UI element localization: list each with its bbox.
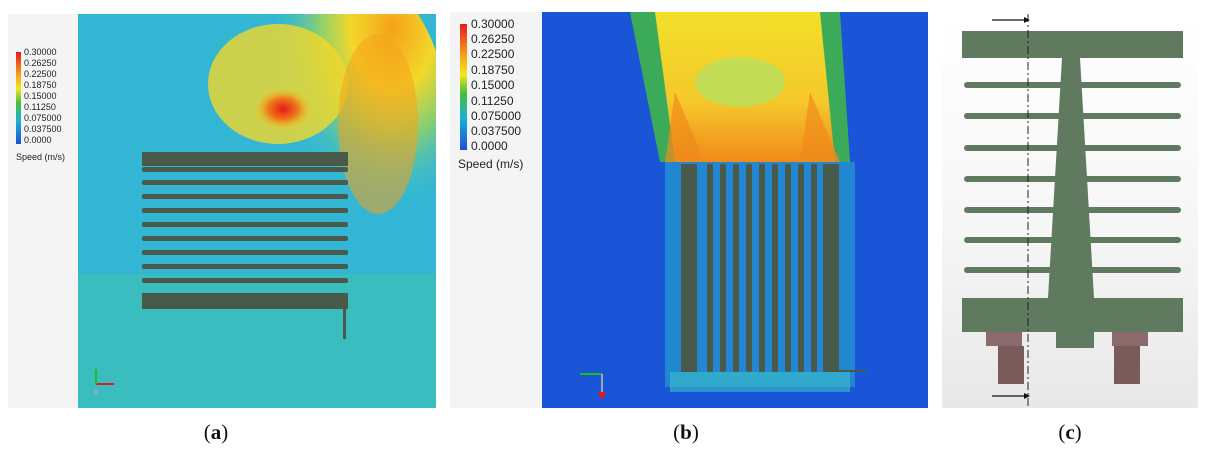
panel-b-heatsink (681, 164, 867, 372)
legend-b-value-5: 0.11250 (471, 94, 514, 108)
panel-b: 0.30000 0.26250 0.22500 0.18750 0.15000 … (450, 12, 928, 408)
panel-c-cad-section (942, 12, 1198, 408)
legend-b-title: Speed (m/s) (458, 157, 524, 171)
panel-a-flow-field (8, 0, 448, 408)
panel-b-legend-colorbar (460, 24, 467, 150)
section-arrow-top-icon (992, 17, 1030, 23)
panel-c (942, 12, 1198, 408)
legend-a-value-5: 0.11250 (24, 102, 56, 112)
legend-a-value-4: 0.15000 (24, 91, 57, 101)
legend-b-value-6: 0.075000 (471, 109, 522, 123)
legend-b-value-8: 0.0000 (471, 139, 508, 153)
legend-b-value-1: 0.26250 (471, 32, 515, 46)
legend-a-value-8: 0.0000 (24, 135, 52, 145)
panel-b-flow-field (450, 12, 928, 408)
caption-c-letter: c (1065, 420, 1075, 444)
legend-a-value-2: 0.22500 (24, 69, 57, 79)
legend-b-value-3: 0.18750 (471, 63, 515, 77)
legend-b-value-4: 0.15000 (471, 78, 515, 92)
panel-a: 0.30000 0.26250 0.22500 0.18750 0.15000 … (8, 0, 448, 408)
legend-a-value-0: 0.30000 (24, 47, 57, 57)
panel-a-heatsink (142, 152, 348, 339)
panel-b-axis-triad-icon (580, 373, 606, 400)
legend-a-value-7: 0.037500 (24, 124, 62, 134)
legend-a-value-3: 0.18750 (24, 80, 57, 90)
legend-a-value-1: 0.26250 (24, 58, 57, 68)
caption-a: (a) (203, 420, 229, 444)
legend-a-title: Speed (m/s) (16, 152, 66, 162)
legend-b-value-7: 0.037500 (471, 124, 522, 138)
caption-b-letter: b (680, 420, 692, 444)
caption-c: (c) (1058, 420, 1082, 444)
caption-a-letter: a (210, 420, 222, 444)
panel-a-axis-triad-icon (94, 369, 114, 394)
caption-b: (b) (673, 420, 699, 444)
panel-a-legend-colorbar (16, 52, 21, 144)
legend-a-value-6: 0.075000 (24, 113, 62, 123)
section-arrow-bottom-icon (992, 393, 1030, 399)
legend-b-value-2: 0.22500 (471, 47, 515, 61)
legend-b-value-0: 0.30000 (471, 17, 515, 31)
